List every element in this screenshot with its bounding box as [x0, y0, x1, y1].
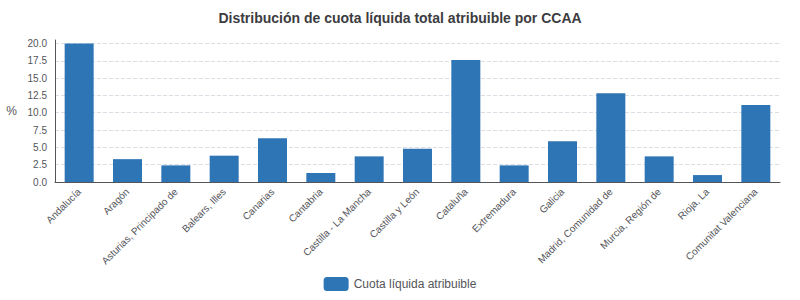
- svg-text:Asturias, Principado de: Asturias, Principado de: [99, 186, 180, 267]
- svg-text:Extremadura: Extremadura: [470, 186, 519, 235]
- svg-text:0.0: 0.0: [33, 177, 47, 188]
- svg-text:Cuota líquida atribuible: Cuota líquida atribuible: [354, 277, 477, 291]
- svg-text:Balears, Illes: Balears, Illes: [180, 186, 228, 234]
- svg-text:Distribución de cuota líquida: Distribución de cuota líquida total atri…: [218, 10, 581, 26]
- svg-text:Castilla y León: Castilla y León: [367, 186, 421, 240]
- svg-text:Madrid, Comunidad de: Madrid, Comunidad de: [536, 186, 616, 266]
- svg-text:Castilla - La Mancha: Castilla - La Mancha: [301, 186, 373, 258]
- svg-text:Cantabria: Cantabria: [286, 186, 325, 225]
- svg-text:2.5: 2.5: [33, 159, 47, 170]
- svg-text:Canarias: Canarias: [240, 186, 276, 222]
- svg-text:Murcia, Región de: Murcia, Región de: [598, 186, 663, 251]
- svg-text:20.0: 20.0: [28, 38, 48, 49]
- svg-text:17.5: 17.5: [28, 55, 48, 66]
- svg-text:5.0: 5.0: [33, 142, 47, 153]
- svg-text:Andalucía: Andalucía: [44, 186, 83, 225]
- svg-text:%: %: [6, 104, 17, 118]
- svg-text:Comunitat Valenciana: Comunitat Valenciana: [683, 186, 760, 263]
- svg-text:10.0: 10.0: [28, 107, 48, 118]
- svg-text:Aragón: Aragón: [101, 186, 132, 217]
- svg-text:Cataluña: Cataluña: [434, 186, 470, 222]
- svg-text:12.5: 12.5: [28, 90, 48, 101]
- svg-text:7.5: 7.5: [33, 125, 47, 136]
- svg-text:Rioja, La: Rioja, La: [676, 186, 712, 222]
- svg-text:Galicia: Galicia: [537, 186, 567, 216]
- svg-text:15.0: 15.0: [28, 73, 48, 84]
